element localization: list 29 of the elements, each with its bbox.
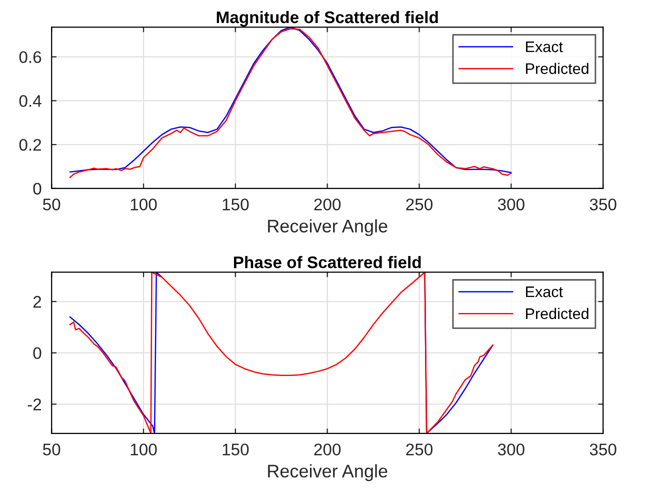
x-tick-label: 350 <box>590 198 616 210</box>
chart-title: Phase of Scattered field <box>234 256 421 268</box>
y-tick-label: 0.4 <box>19 95 42 107</box>
y-tick-label: 0.6 <box>19 51 42 64</box>
legend-label: Exact <box>526 286 563 298</box>
x-tick-label: 100 <box>130 198 157 210</box>
x-tick-label: 250 <box>406 198 433 210</box>
x-axis-title: Receiver Angle <box>268 219 388 236</box>
x-tick-label: 200 <box>314 198 341 210</box>
y-tick-label: 0 <box>33 347 42 360</box>
legend-label: Predicted <box>526 308 588 320</box>
x-tick-label: 200 <box>314 444 341 456</box>
y-tick-label: 2 <box>33 296 42 308</box>
y-tick-label: -2 <box>28 398 42 410</box>
x-tick-label: 150 <box>222 198 249 210</box>
legend-label: Exact <box>526 42 563 52</box>
x-axis-title: Receiver Angle <box>268 464 388 482</box>
y-tick-label: 0.2 <box>19 138 42 151</box>
x-tick-label: 300 <box>498 444 524 456</box>
x-tick-label: 350 <box>590 444 616 456</box>
x-tick-label: 150 <box>222 444 249 456</box>
x-tick-label: 300 <box>498 198 524 210</box>
chart-title: Magnitude of Scattered field <box>216 10 438 27</box>
x-tick-label: 250 <box>406 444 433 456</box>
x-tick-label: 100 <box>130 444 157 456</box>
x-tick-label: 50 <box>43 198 60 210</box>
y-tick-label: 0 <box>33 182 42 195</box>
x-tick-label: 50 <box>43 444 60 456</box>
legend-label: Predicted <box>526 62 588 74</box>
